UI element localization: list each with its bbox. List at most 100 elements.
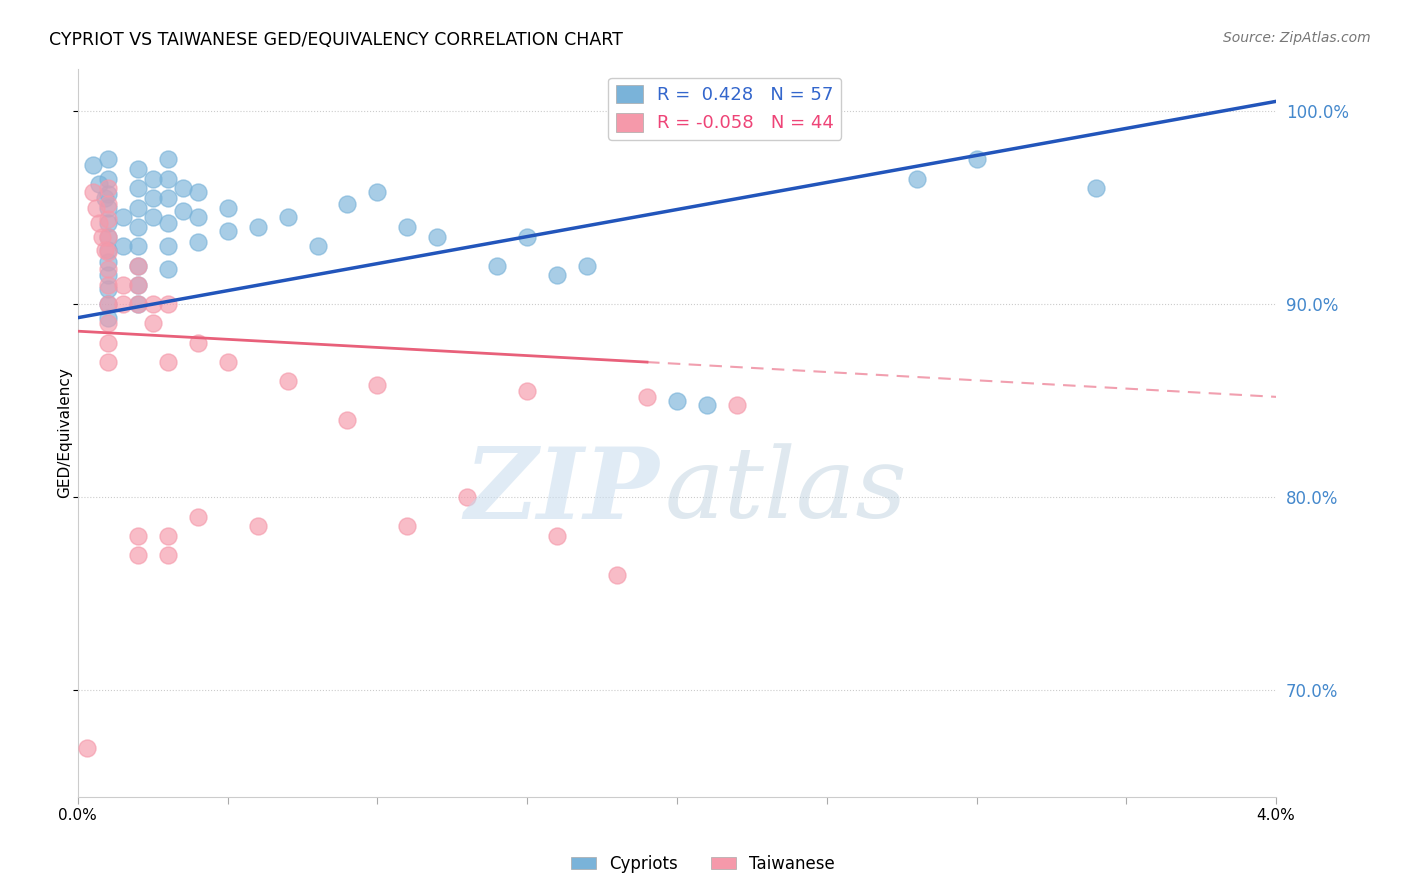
Point bbox=[97, 187, 120, 202]
Point bbox=[127, 161, 149, 176]
Point bbox=[82, 158, 104, 172]
Point bbox=[396, 219, 419, 234]
Point bbox=[97, 153, 120, 167]
Point bbox=[156, 239, 179, 253]
Point bbox=[142, 317, 165, 331]
Text: Source: ZipAtlas.com: Source: ZipAtlas.com bbox=[1223, 31, 1371, 45]
Point bbox=[111, 277, 134, 292]
Point bbox=[516, 229, 538, 244]
Point bbox=[516, 384, 538, 398]
Point bbox=[725, 398, 748, 412]
Point bbox=[84, 201, 107, 215]
Point bbox=[94, 191, 117, 205]
Point bbox=[156, 529, 179, 543]
Point bbox=[307, 239, 329, 253]
Point bbox=[97, 310, 120, 325]
Point bbox=[486, 259, 509, 273]
Point bbox=[636, 390, 658, 404]
Text: CYPRIOT VS TAIWANESE GED/EQUIVALENCY CORRELATION CHART: CYPRIOT VS TAIWANESE GED/EQUIVALENCY COR… bbox=[49, 31, 623, 49]
Point bbox=[576, 259, 599, 273]
Point bbox=[217, 201, 239, 215]
Point bbox=[696, 398, 718, 412]
Point bbox=[1085, 181, 1108, 195]
Point bbox=[127, 297, 149, 311]
Point bbox=[246, 219, 269, 234]
Point bbox=[97, 229, 120, 244]
Point bbox=[156, 216, 179, 230]
Point bbox=[187, 235, 209, 250]
Point bbox=[97, 201, 120, 215]
Point bbox=[97, 229, 120, 244]
Point bbox=[187, 509, 209, 524]
Point bbox=[156, 262, 179, 277]
Point bbox=[172, 181, 194, 195]
Point bbox=[97, 355, 120, 369]
Point bbox=[172, 204, 194, 219]
Point bbox=[966, 153, 988, 167]
Point bbox=[97, 254, 120, 268]
Point bbox=[277, 211, 299, 225]
Point bbox=[127, 277, 149, 292]
Y-axis label: GED/Equivalency: GED/Equivalency bbox=[58, 368, 72, 498]
Point bbox=[127, 277, 149, 292]
Point bbox=[156, 153, 179, 167]
Point bbox=[87, 216, 110, 230]
Point bbox=[97, 196, 120, 211]
Point bbox=[127, 259, 149, 273]
Point bbox=[156, 297, 179, 311]
Point bbox=[97, 171, 120, 186]
Point bbox=[97, 181, 120, 195]
Point bbox=[87, 178, 110, 192]
Point bbox=[127, 297, 149, 311]
Point bbox=[142, 211, 165, 225]
Point bbox=[156, 355, 179, 369]
Point bbox=[606, 567, 628, 582]
Point bbox=[142, 297, 165, 311]
Point bbox=[127, 219, 149, 234]
Point bbox=[97, 317, 120, 331]
Point bbox=[142, 191, 165, 205]
Point bbox=[142, 171, 165, 186]
Point bbox=[127, 201, 149, 215]
Point bbox=[156, 171, 179, 186]
Point bbox=[127, 529, 149, 543]
Text: ZIP: ZIP bbox=[464, 442, 659, 539]
Point bbox=[97, 212, 120, 227]
Point bbox=[336, 413, 359, 427]
Point bbox=[905, 171, 928, 186]
Point bbox=[127, 181, 149, 195]
Point bbox=[187, 335, 209, 350]
Point bbox=[156, 548, 179, 562]
Point bbox=[127, 239, 149, 253]
Point bbox=[111, 239, 134, 253]
Point bbox=[94, 243, 117, 257]
Point bbox=[97, 335, 120, 350]
Point bbox=[246, 519, 269, 533]
Point bbox=[97, 243, 120, 257]
Point bbox=[97, 268, 120, 283]
Point bbox=[366, 378, 388, 392]
Point bbox=[76, 741, 98, 756]
Point bbox=[90, 229, 112, 244]
Point bbox=[546, 268, 568, 283]
Point bbox=[426, 229, 449, 244]
Point bbox=[156, 191, 179, 205]
Point bbox=[127, 259, 149, 273]
Point bbox=[97, 245, 120, 260]
Legend: Cypriots, Taiwanese: Cypriots, Taiwanese bbox=[564, 848, 842, 880]
Point bbox=[366, 185, 388, 199]
Point bbox=[187, 185, 209, 199]
Point bbox=[217, 355, 239, 369]
Point bbox=[111, 211, 134, 225]
Point bbox=[97, 277, 120, 292]
Point bbox=[187, 211, 209, 225]
Point bbox=[546, 529, 568, 543]
Point bbox=[97, 282, 120, 296]
Point bbox=[456, 491, 478, 505]
Point bbox=[127, 548, 149, 562]
Point bbox=[82, 185, 104, 199]
Point bbox=[97, 297, 120, 311]
Point bbox=[336, 196, 359, 211]
Point bbox=[217, 224, 239, 238]
Point bbox=[97, 297, 120, 311]
